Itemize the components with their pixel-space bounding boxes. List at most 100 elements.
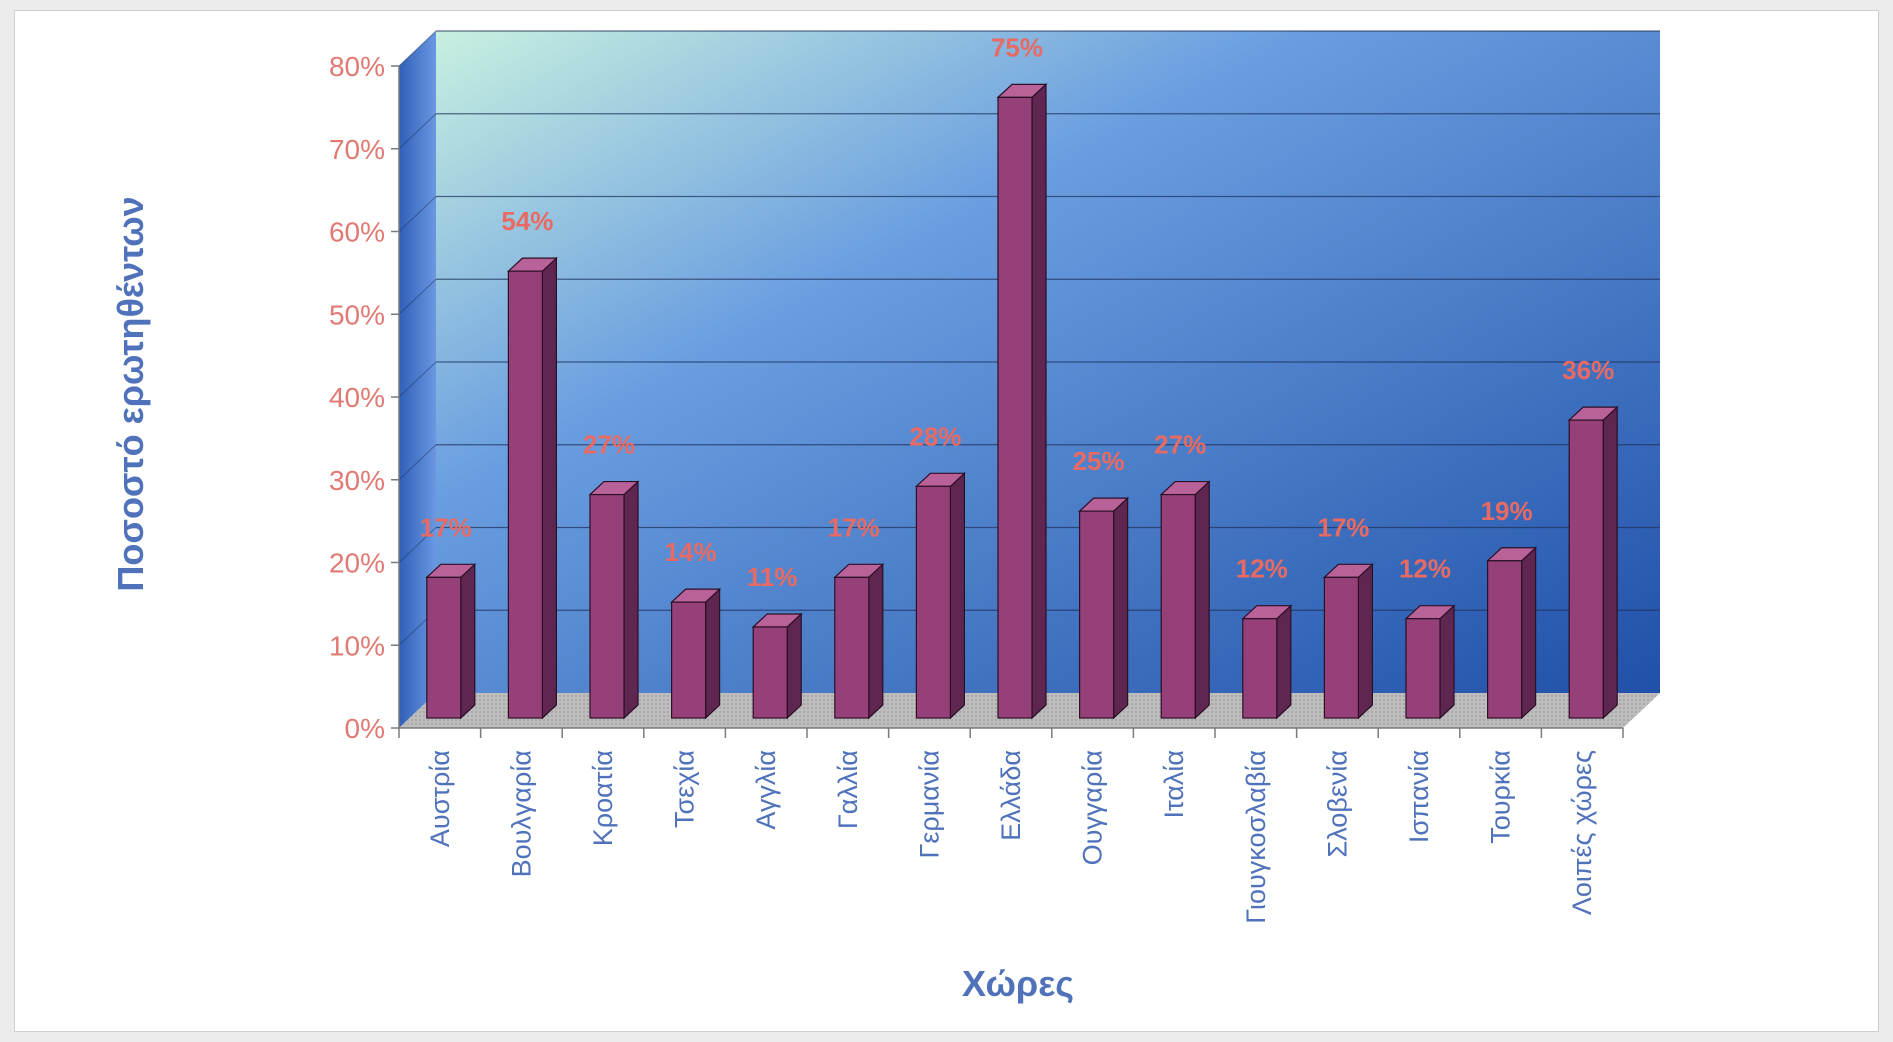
- x-tick-label: Κροατία: [588, 750, 618, 846]
- bar: [1159, 480, 1211, 720]
- bar: [1486, 546, 1538, 720]
- y-tick-label: 70%: [329, 134, 385, 165]
- data-label: 14%: [665, 537, 717, 567]
- data-label: 27%: [583, 430, 635, 460]
- bar-front: [1160, 493, 1196, 719]
- bar-side: [1031, 82, 1047, 720]
- bar-front: [997, 96, 1033, 719]
- x-tick-label: Αγγλία: [751, 750, 781, 830]
- x-tick-label: Ισπανία: [1404, 750, 1434, 843]
- bar-side: [1357, 562, 1374, 720]
- data-label: 17%: [1317, 512, 1369, 542]
- bars: [425, 82, 1619, 720]
- y-tick-label: 30%: [329, 465, 385, 496]
- bar-side: [868, 562, 884, 720]
- bar-side: [623, 480, 639, 720]
- bar-front: [834, 576, 870, 719]
- y-tick-label: 10%: [329, 630, 385, 661]
- gridline-side: [398, 113, 437, 150]
- x-tick-labels: Αυστρία Βουλγαρία Κροατία Τσεχία Αγγλία Γαλλί…: [425, 750, 1597, 924]
- bar: [833, 562, 885, 720]
- bar-chart: 0% 10% 20% 30% 40% 50% 60% 70% 80% Αυστρία Βουλγα…: [110, 30, 1660, 1004]
- y-tick-label: 0%: [345, 713, 385, 744]
- bar: [506, 256, 558, 720]
- bar: [1567, 405, 1619, 720]
- bar-side: [704, 587, 721, 720]
- data-label: 27%: [1154, 430, 1206, 460]
- bar-side: [1439, 604, 1455, 720]
- y-tick-label: 50%: [329, 299, 385, 330]
- bar-side: [541, 256, 558, 720]
- bar-side: [460, 562, 476, 720]
- bar: [1241, 604, 1293, 720]
- bar: [1078, 496, 1130, 720]
- bar-front: [1323, 576, 1360, 719]
- gridlines: [398, 30, 1660, 646]
- data-label: 12%: [1236, 554, 1288, 584]
- bar-front: [1078, 510, 1115, 719]
- bar-front: [589, 493, 625, 719]
- bar-side: [949, 471, 966, 720]
- bar-front: [915, 485, 952, 719]
- data-label: 12%: [1399, 554, 1451, 584]
- bar: [1404, 604, 1456, 720]
- bar-side: [1194, 480, 1210, 720]
- bar: [1322, 562, 1374, 720]
- chart-panel: 0% 10% 20% 30% 40% 50% 60% 70% 80% Αυστρία Βουλγα…: [14, 10, 1879, 1032]
- gridline-side: [398, 278, 437, 315]
- gridline-side: [398, 527, 437, 563]
- bar: [914, 471, 966, 720]
- data-label: 17%: [420, 512, 472, 542]
- y-tick-label: 40%: [329, 382, 385, 413]
- y-tick-label: 60%: [329, 217, 385, 248]
- data-label: 28%: [909, 421, 961, 451]
- data-label: 17%: [828, 512, 880, 542]
- x-tick-label: Ελλάδα: [996, 750, 1026, 841]
- x-tick-label: Αυστρία: [425, 750, 455, 847]
- bar-front: [426, 576, 462, 719]
- data-label: 36%: [1562, 355, 1614, 385]
- bar-front: [1568, 419, 1604, 719]
- bar-side: [1112, 496, 1129, 720]
- bar-front: [752, 626, 788, 719]
- gridline-side: [398, 30, 437, 67]
- data-label: 54%: [501, 206, 553, 236]
- bar: [751, 612, 803, 720]
- bar: [996, 82, 1048, 720]
- bar: [588, 480, 640, 720]
- x-tick-label: Γαλλία: [833, 750, 863, 829]
- x-tick-label: Σλοβενία: [1322, 750, 1352, 857]
- bar: [425, 562, 477, 720]
- axes: [391, 65, 1624, 738]
- bar-side: [1602, 405, 1618, 720]
- bar-front: [670, 601, 707, 719]
- bar: [670, 587, 722, 720]
- bar-side: [786, 612, 802, 720]
- y-axis-title: Ποσοστό ερωτηθέντων: [110, 196, 151, 591]
- bar-front: [1242, 618, 1278, 719]
- y-tick-label: 80%: [329, 51, 385, 82]
- x-tick-label: Λοιπές χώρες: [1567, 750, 1597, 915]
- gridline-side: [398, 444, 437, 481]
- x-axis-title: Χώρες: [962, 963, 1074, 1004]
- y-tick-labels: 0% 10% 20% 30% 40% 50% 60% 70% 80%: [329, 51, 385, 744]
- x-tick-label: Ιταλία: [1159, 750, 1189, 819]
- bar-side: [1520, 546, 1537, 720]
- data-label: 11%: [747, 562, 798, 592]
- bar-front: [507, 270, 543, 719]
- gridline-side: [398, 196, 437, 232]
- bar-front: [1486, 560, 1523, 719]
- x-tick-label: Γερμανία: [914, 750, 944, 859]
- bar-front: [1405, 618, 1441, 719]
- x-tick-label: Τουρκία: [1486, 750, 1516, 844]
- data-label: 25%: [1073, 446, 1125, 476]
- data-labels: 17% 54% 27% 14% 11% 17% 28% 75% 25% 27% 12% 17% 12% 1…: [420, 32, 1614, 592]
- y-tick-label: 20%: [329, 548, 385, 579]
- x-tick-label: Ουγγαρία: [1078, 750, 1108, 865]
- x-tick-label: Γιουγκοσλαβία: [1241, 750, 1271, 924]
- data-label: 19%: [1481, 496, 1533, 526]
- x-tick-label: Βουλγαρία: [506, 750, 536, 877]
- bar-side: [1276, 604, 1292, 720]
- x-tick-label: Τσεχία: [670, 750, 700, 828]
- gridline-side: [398, 361, 437, 398]
